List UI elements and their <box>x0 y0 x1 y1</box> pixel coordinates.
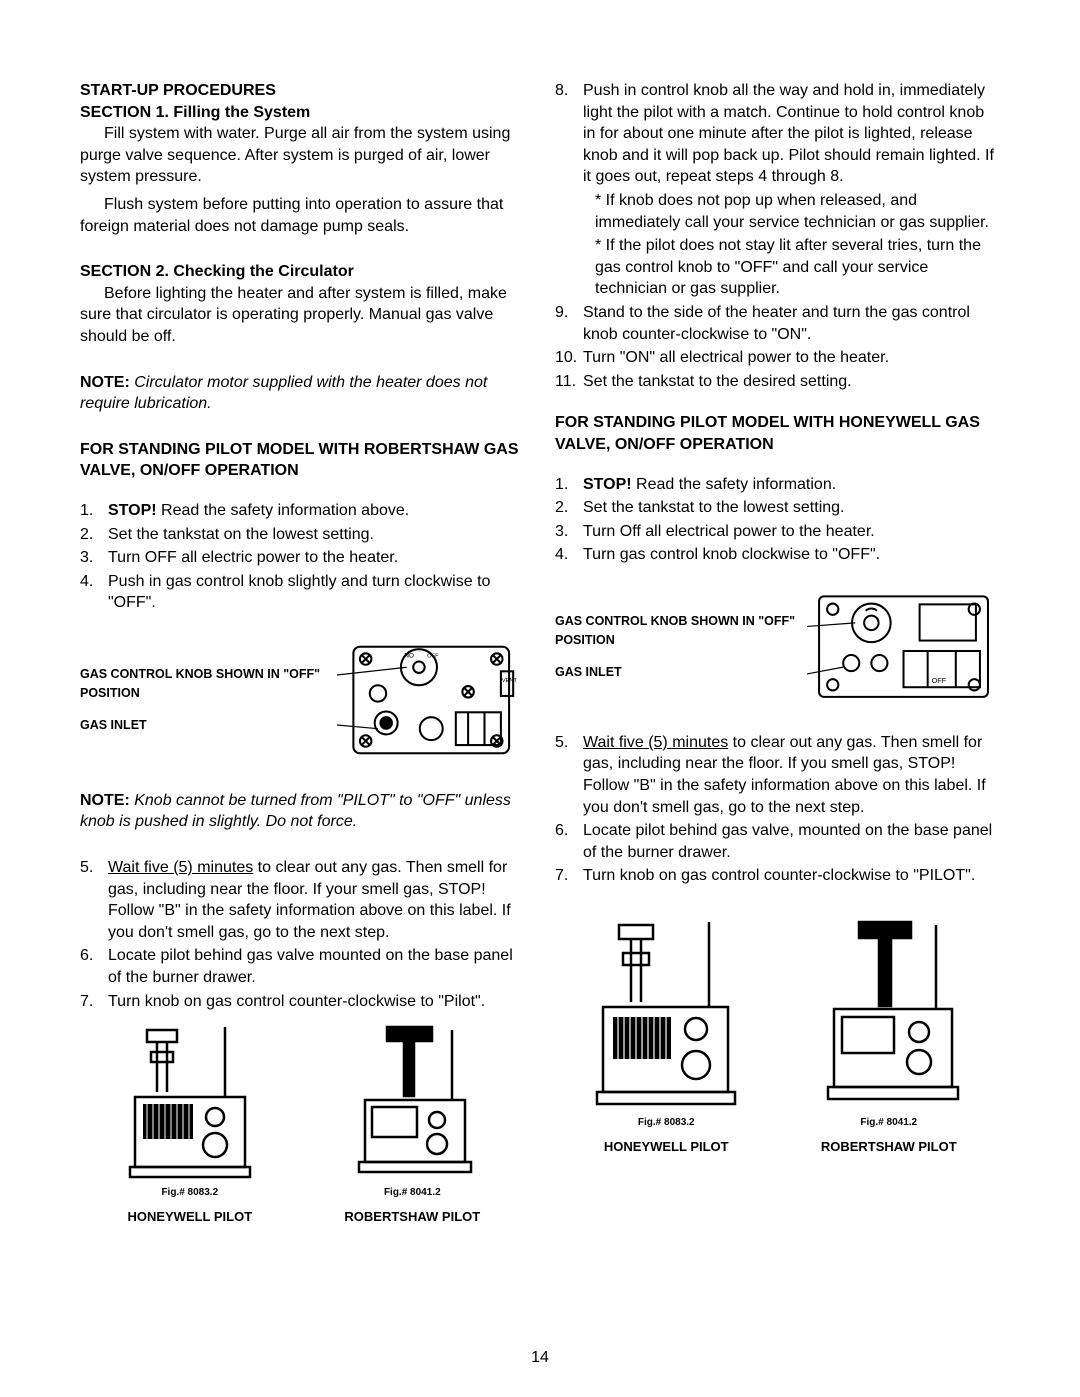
robertshaw-pilot-icon <box>814 917 964 1112</box>
honeywell-valve-figure: GAS CONTROL KNOB SHOWN IN "OFF" POSITION… <box>555 572 1000 722</box>
fig-caption: Fig.# 8041.2 <box>860 1116 917 1130</box>
section1-title: SECTION 1. Filling the System <box>80 102 525 124</box>
sub-note: * If the pilot does not stay lit after s… <box>555 235 1000 300</box>
honeywell-valve-icon: OFF <box>807 572 1000 722</box>
robertshaw-heading: FOR STANDING PILOT MODEL WITH ROBERTSHAW… <box>80 439 525 482</box>
robertshaw-pilot-label: ROBERTSHAW PILOT <box>821 1138 957 1156</box>
honeywell-pilot-icon <box>125 1022 255 1182</box>
honeywell-pilot-icon <box>591 917 741 1112</box>
sub-note: * If knob does not pop up when released,… <box>555 190 1000 233</box>
svg-text:VENT: VENT <box>501 678 517 684</box>
pilot-figures-right: Fig.# 8083.2 HONEYWELL PILOT Fig.# 8041 <box>555 917 1000 1155</box>
note-knob: NOTE: Knob cannot be turned from "PILOT"… <box>80 790 525 833</box>
list-item: 8.Push in control knob all the way and h… <box>555 80 1000 188</box>
list-item: 2.Set the tankstat to the lowest setting… <box>555 497 1000 519</box>
list-item: 1.STOP! Read the safety information. <box>555 474 1000 496</box>
robertshaw-valve-icon: NO OFF VENT <box>337 620 525 780</box>
section1-p1: Fill system with water. Purge all air fr… <box>80 123 525 188</box>
note-circulator: NOTE: Circulator motor supplied with the… <box>80 372 525 415</box>
list-item: 5.Wait five (5) minutes to clear out any… <box>555 732 1000 818</box>
left-column: START-UP PROCEDURES SECTION 1. Filling t… <box>80 80 525 1225</box>
list-item: 7.Turn knob on gas control counter-clock… <box>555 865 1000 887</box>
robertshaw-pilot-icon <box>347 1022 477 1182</box>
list-item: 5.Wait five (5) minutes to clear out any… <box>80 857 525 943</box>
robertshaw-pilot-label: ROBERTSHAW PILOT <box>344 1208 480 1226</box>
svg-text:NO: NO <box>404 652 414 659</box>
gas-inlet-label: GAS INLET <box>555 663 799 682</box>
honeywell-steps-b: 5.Wait five (5) minutes to clear out any… <box>555 732 1000 887</box>
section2-title: SECTION 2. Checking the Circulator <box>80 261 525 283</box>
list-item: 10.Turn "ON" all electrical power to the… <box>555 347 1000 369</box>
valve-knob-label: GAS CONTROL KNOB SHOWN IN "OFF" POSITION <box>80 665 329 703</box>
honeywell-steps-a: 1.STOP! Read the safety information. 2.S… <box>555 474 1000 566</box>
fig-caption: Fig.# 8083.2 <box>638 1116 695 1130</box>
fig-caption: Fig.# 8083.2 <box>161 1186 218 1200</box>
page-number: 14 <box>0 1349 1080 1367</box>
list-item: 6.Locate pilot behind gas valve mounted … <box>80 945 525 988</box>
honeywell-pilot-label: HONEYWELL PILOT <box>127 1208 252 1226</box>
list-item: 4.Push in gas control knob slightly and … <box>80 571 525 614</box>
list-item: 1.STOP! Read the safety information abov… <box>80 500 525 522</box>
honeywell-heading: FOR STANDING PILOT MODEL WITH HONEYWELL … <box>555 412 1000 455</box>
section2-p1: Before lighting the heater and after sys… <box>80 283 525 348</box>
steps-9-11: 9.Stand to the side of the heater and tu… <box>555 302 1000 392</box>
steps-8-11: 8.Push in control knob all the way and h… <box>555 80 1000 188</box>
list-item: 3.Turn Off all electrical power to the h… <box>555 521 1000 543</box>
section1-p2: Flush system before putting into operati… <box>80 194 525 237</box>
svg-text:OFF: OFF <box>427 653 439 659</box>
heading-startup: START-UP PROCEDURES <box>80 80 525 102</box>
list-item: 7.Turn knob on gas control counter-clock… <box>80 991 525 1013</box>
right-column: 8.Push in control knob all the way and h… <box>555 80 1000 1225</box>
fig-caption: Fig.# 8041.2 <box>384 1186 441 1200</box>
list-item: 9.Stand to the side of the heater and tu… <box>555 302 1000 345</box>
gas-inlet-label: GAS INLET <box>80 716 329 735</box>
robertshaw-valve-figure: GAS CONTROL KNOB SHOWN IN "OFF" POSITION… <box>80 620 525 780</box>
list-item: 2.Set the tankstat on the lowest setting… <box>80 524 525 546</box>
honeywell-pilot-label: HONEYWELL PILOT <box>604 1138 729 1156</box>
valve-knob-label: GAS CONTROL KNOB SHOWN IN "OFF" POSITION <box>555 612 799 650</box>
list-item: 3.Turn OFF all electric power to the hea… <box>80 547 525 569</box>
list-item: 4.Turn gas control knob clockwise to "OF… <box>555 544 1000 566</box>
page: START-UP PROCEDURES SECTION 1. Filling t… <box>0 0 1080 1265</box>
list-item: 11.Set the tankstat to the desired setti… <box>555 371 1000 393</box>
pilot-figures-left: Fig.# 8083.2 HONEYWELL PILOT Fig.# 8041 <box>80 1022 525 1225</box>
robertshaw-steps-a: 1.STOP! Read the safety information abov… <box>80 500 525 614</box>
svg-text:OFF: OFF <box>932 676 947 685</box>
list-item: 6.Locate pilot behind gas valve, mounted… <box>555 820 1000 863</box>
robertshaw-steps-b: 5.Wait five (5) minutes to clear out any… <box>80 857 525 1012</box>
